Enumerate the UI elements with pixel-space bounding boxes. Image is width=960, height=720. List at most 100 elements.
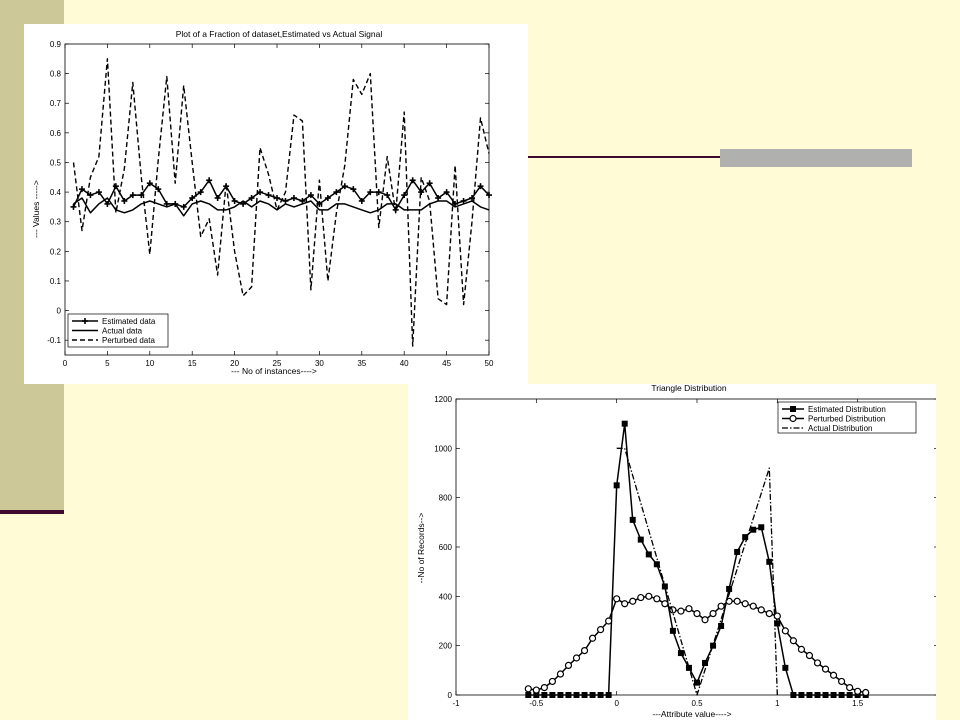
data-point-series-1 [629,516,636,523]
data-point-series-2 [677,607,685,615]
data-point-series-2 [757,606,765,614]
data-point-series-1 [766,558,773,565]
data-point-series-2 [613,595,621,603]
data-point-series-2 [846,684,854,692]
y-tick-label: 0.4 [50,188,62,197]
data-point-series-1 [645,551,652,558]
data-point-series-1 [282,197,289,204]
x-tick-label: -0.5 [529,699,543,708]
data-point-series-1 [605,692,612,698]
x-tick-label: 0.5 [691,699,703,708]
y-tick-label: 800 [439,494,453,503]
x-tick-label: 0 [614,699,619,708]
data-point-series-1 [774,620,781,627]
data-point-series-2 [564,661,573,669]
data-point-series-1 [830,692,837,698]
data-point-series-1 [231,197,238,204]
data-point-series-1 [443,189,450,196]
data-point-series-1 [525,692,532,698]
data-point-series-2 [605,617,613,625]
series-line-3 [616,447,778,696]
data-point-series-1 [324,195,331,202]
x-tick-label: 30 [315,359,324,368]
data-point-series-2 [580,647,589,655]
y-tick-label: 0.5 [50,158,62,167]
data-point-series-1 [750,526,757,533]
data-point-series-1 [613,482,620,489]
y-tick-label: 400 [439,592,453,601]
data-point-series-1 [206,177,213,184]
data-point-series-1 [240,200,247,207]
data-point-series-1 [734,548,741,555]
data-point-series-2 [572,654,581,662]
data-point-series-2 [540,684,548,692]
data-point-series-1 [541,692,548,698]
data-point-series-1 [742,534,749,541]
data-point-series-1 [549,692,556,698]
data-point-series-1 [477,183,484,190]
y-tick-label: 600 [439,543,453,552]
data-point-series-2 [685,605,693,613]
data-point-series-2 [733,597,741,605]
chart-panel-signal: Plot of a Fraction of dataset,Estimated … [24,24,528,384]
data-point-series-1 [726,585,733,592]
data-point-series-2 [773,612,781,620]
data-point-series-1 [426,180,433,187]
legend-label: Actual data [102,327,143,336]
data-point-series-1 [129,192,136,199]
data-point-series-1 [350,186,357,193]
data-point-series-1 [189,195,196,202]
data-point-series-1 [838,692,845,698]
data-point-series-1 [341,183,348,190]
data-point-series-2 [854,687,862,695]
data-point-series-2 [765,610,773,618]
data-point-series-2 [741,600,749,608]
data-point-series-1 [95,189,102,196]
data-point-series-1 [581,692,588,698]
data-point-series-1 [460,197,467,204]
legend-marker [790,406,796,412]
data-point-series-2 [797,645,806,653]
data-point-series-1 [155,186,162,193]
x-tick-label: 0 [63,359,68,368]
data-point-series-1 [685,664,692,671]
x-tick-label: 1 [775,699,780,708]
data-point-series-1 [758,524,765,531]
y-tick-label: 1200 [434,395,452,404]
x-tick-label: 50 [485,359,494,368]
y-tick-label: 0 [448,691,453,700]
data-point-series-2 [717,602,725,610]
y-axis-label: --- Values -----> [31,180,41,238]
data-point-series-2 [701,616,709,624]
data-point-series-1 [409,177,416,184]
series-line-3 [72,58,490,347]
data-point-series-1 [486,192,492,199]
data-point-series-2 [862,688,870,697]
legend-label: Perturbed data [102,336,155,345]
data-point-series-2 [661,600,669,608]
data-point-series-1 [653,561,660,568]
data-point-series-2 [821,665,830,673]
x-tick-label: 10 [145,359,154,368]
chart-panel-triangle: Triangle Distribution ---Attribute value… [408,384,936,720]
legend-box [777,401,917,434]
data-point-series-2 [524,685,532,693]
y-tick-label: 0.1 [50,277,62,286]
data-point-series-1 [401,192,408,199]
data-point-series-1 [677,650,684,657]
data-point-series-1 [782,664,789,671]
data-point-series-1 [694,679,700,686]
data-point-series-1 [146,180,153,187]
legend-marker [82,318,88,324]
data-point-series-1 [70,203,77,210]
data-point-series-1 [806,692,813,698]
data-point-series-1 [358,197,365,204]
slide-title-rule-block [720,149,912,167]
x-axis-label: --- No of instances----> [231,366,317,376]
data-point-series-2 [813,659,822,667]
data-point-series-2 [789,637,797,645]
data-point-series-1 [435,195,442,202]
data-point-series-1 [197,189,204,196]
y-tick-label: 0.8 [50,70,62,79]
data-point-series-1 [814,692,821,698]
